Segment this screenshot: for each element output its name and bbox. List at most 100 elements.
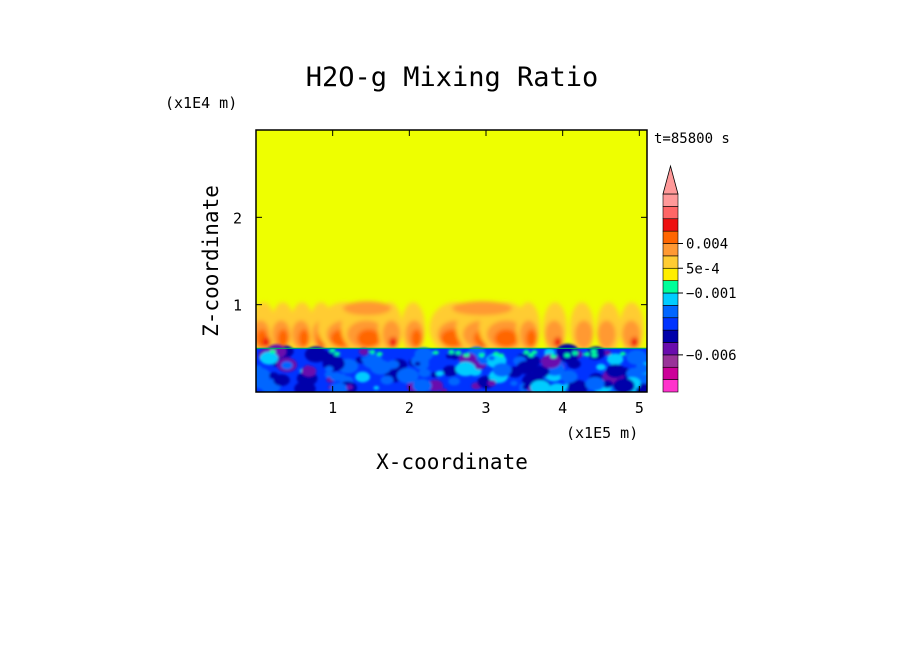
colorbar-swatch [662, 342, 679, 356]
chart-title: H2O-g Mixing Ratio [306, 62, 599, 93]
x-axis-unit: (x1E5 m) [566, 424, 638, 442]
boundary-layer-blob [440, 388, 448, 392]
x-axis-label: X-coordinate [376, 450, 528, 474]
x-tick-label: 3 [481, 399, 490, 417]
colorbar-swatch [662, 292, 679, 306]
boundary-layer-blob [273, 374, 290, 387]
x-tick-label: 2 [405, 399, 414, 417]
boundary-layer-edge-blob [591, 353, 598, 358]
boundary-layer-blob [448, 377, 460, 386]
boundary-layer-edge-blob [564, 353, 571, 358]
boundary-layer-edge-blob [463, 352, 470, 357]
boundary-layer-edge-blob [432, 350, 439, 355]
boundary-layer-blob [358, 348, 369, 356]
plume-cap [452, 301, 513, 316]
colorbar-swatch [662, 317, 679, 331]
boundary-layer-blob [567, 380, 589, 392]
colorbar-swatch [662, 329, 679, 343]
boundary-layer-edge-blob [329, 348, 336, 353]
plume-hot [262, 337, 271, 348]
boundary-layer-blob [324, 366, 334, 373]
boundary-layer-blob [487, 380, 497, 387]
colorbar-swatch [662, 305, 679, 319]
boundary-layer-blob [316, 350, 333, 362]
boundary-layer-blob [281, 361, 293, 370]
boundary-layer-edge-blob [619, 351, 626, 356]
colorbar-swatch [662, 366, 679, 380]
boundary-layer-blob [259, 351, 279, 365]
plume-cap [343, 301, 392, 316]
boundary-layer-blob [601, 379, 614, 388]
boundary-layer-blob [304, 364, 311, 370]
plume-core [357, 329, 381, 348]
boundary-layer-edge-blob [583, 352, 590, 357]
boundary-layer-edge-blob [523, 350, 530, 355]
boundary-layer-blob [492, 363, 512, 377]
colorbar-label: 5e-4 [686, 261, 720, 277]
boundary-layer-blob [585, 376, 605, 391]
y-axis-label: Z-coordinate [199, 185, 223, 337]
boundary-layer-blob [435, 370, 444, 377]
colorbar-swatch [662, 230, 679, 244]
boundary-layer-blob [396, 367, 419, 384]
boundary-layer-edge-blob [572, 351, 579, 356]
y-axis-unit: (x1E4 m) [165, 94, 237, 112]
boundary-layer-blob [510, 380, 518, 386]
boundary-layer-edge-blob [531, 350, 538, 355]
boundary-layer-blob [605, 364, 626, 379]
boundary-layer-blob [412, 378, 432, 392]
boundary-layer-blob [355, 371, 371, 383]
boundary-layer-blob [294, 381, 316, 392]
boundary-layer-blob [256, 365, 262, 371]
boundary-layer-blob [596, 363, 606, 371]
plume-mid [574, 320, 593, 349]
boundary-layer-edge-blob [527, 352, 534, 357]
boundary-layer-edge-blob [590, 349, 597, 354]
plume-hot [389, 337, 398, 348]
boundary-layer-blob [455, 361, 476, 377]
boundary-layer-blob [362, 354, 384, 369]
colorbar-swatch [662, 193, 679, 207]
boundary-layer-blob [488, 355, 496, 361]
boundary-layer-blob [603, 349, 612, 356]
colorbar: 0.004 5e-4 −0.001 −0.006 [662, 164, 737, 393]
boundary-layer-edge-blob [455, 350, 462, 355]
boundary-layer-blob [414, 361, 421, 366]
y-tick-label: 2 [233, 209, 242, 227]
x-tick-label: 5 [635, 399, 644, 417]
boundary-layer-edge-blob [376, 351, 383, 356]
boundary-layer-blob [418, 368, 431, 378]
plume-core [298, 329, 310, 348]
boundary-layer-field [256, 343, 647, 392]
y-axis-ticks: 12 [233, 209, 647, 315]
plume-mid [597, 320, 616, 349]
boundary-layer-blob [516, 360, 536, 375]
boundary-layer-edge-blob [369, 349, 376, 354]
plume-core [494, 329, 519, 348]
boundary-layer-edge-blob [550, 354, 557, 359]
boundary-layer-blob [530, 380, 551, 392]
boundary-layer-blob [635, 363, 647, 374]
boundary-layer-edge-blob [478, 353, 485, 358]
boundary-layer-blob [548, 383, 567, 392]
boundary-layer-blob [540, 354, 561, 369]
colorbar-swatch [662, 218, 679, 232]
boundary-layer-blob [450, 352, 460, 360]
boundary-layer-blob [330, 382, 348, 392]
boundary-layer-edge-blob [334, 351, 341, 356]
boundary-layer-blob [380, 375, 394, 385]
colorbar-swatch [662, 354, 679, 368]
colorbar-swatch [662, 280, 679, 294]
boundary-layer-blob [586, 346, 606, 360]
colorbar-swatch [662, 255, 679, 269]
x-axis-ticks: 1 2 3 4 5 [328, 130, 644, 417]
colorbar-label: −0.006 [686, 348, 737, 364]
y-tick-label: 1 [233, 297, 242, 315]
boundary-layer-blob [256, 377, 270, 390]
colorbar-swatch [662, 379, 679, 393]
boundary-layer-blob [626, 349, 647, 365]
colorbar-label: −0.001 [686, 286, 737, 302]
boundary-layer-blob [478, 357, 488, 365]
boundary-layer-blob [329, 372, 343, 382]
